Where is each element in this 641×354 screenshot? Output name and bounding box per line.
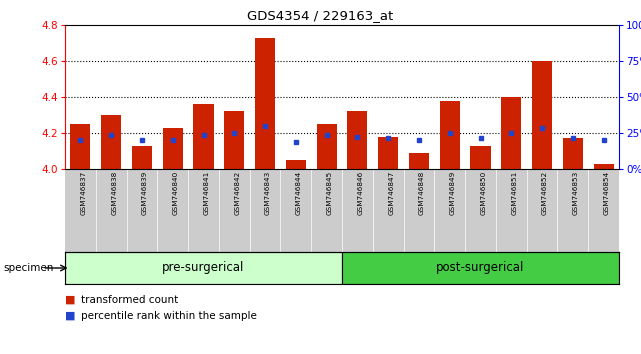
Bar: [101, 115, 121, 169]
Bar: [378, 137, 398, 169]
Text: GSM746838: GSM746838: [111, 171, 117, 215]
Text: percentile rank within the sample: percentile rank within the sample: [81, 311, 257, 321]
Text: GSM746850: GSM746850: [481, 171, 487, 215]
Text: post-surgerical: post-surgerical: [437, 262, 525, 274]
Text: specimen: specimen: [3, 263, 54, 273]
Text: GSM746851: GSM746851: [512, 171, 517, 215]
Bar: [440, 101, 460, 169]
Bar: [342, 252, 619, 284]
Bar: [563, 138, 583, 169]
Text: GSM746844: GSM746844: [296, 171, 302, 215]
Text: GSM746854: GSM746854: [604, 171, 610, 215]
Text: GSM746848: GSM746848: [419, 171, 425, 215]
Text: GSM746840: GSM746840: [172, 171, 179, 215]
Bar: [317, 124, 337, 169]
Text: GSM746853: GSM746853: [573, 171, 579, 215]
Text: GSM746846: GSM746846: [358, 171, 363, 215]
Text: transformed count: transformed count: [81, 295, 178, 305]
Bar: [255, 38, 275, 169]
Text: GSM746849: GSM746849: [450, 171, 456, 215]
Bar: [594, 164, 613, 169]
Bar: [65, 252, 342, 284]
Bar: [132, 145, 152, 169]
Text: ■: ■: [65, 311, 76, 321]
Text: GSM746841: GSM746841: [203, 171, 210, 215]
Bar: [470, 145, 490, 169]
Bar: [501, 97, 521, 169]
Bar: [194, 104, 213, 169]
Text: pre-surgerical: pre-surgerical: [162, 262, 245, 274]
Text: GSM746845: GSM746845: [327, 171, 333, 215]
Bar: [347, 112, 367, 169]
Text: GSM746852: GSM746852: [542, 171, 548, 215]
Bar: [224, 112, 244, 169]
Text: GSM746837: GSM746837: [80, 171, 87, 215]
Text: GSM746839: GSM746839: [142, 171, 148, 215]
Text: GSM746842: GSM746842: [234, 171, 240, 215]
Bar: [286, 160, 306, 169]
Bar: [71, 124, 90, 169]
Text: GSM746843: GSM746843: [265, 171, 271, 215]
Text: GDS4354 / 229163_at: GDS4354 / 229163_at: [247, 9, 394, 22]
Text: ■: ■: [65, 295, 76, 305]
Bar: [163, 127, 183, 169]
Text: GSM746847: GSM746847: [388, 171, 394, 215]
Bar: [409, 153, 429, 169]
Bar: [532, 61, 552, 169]
